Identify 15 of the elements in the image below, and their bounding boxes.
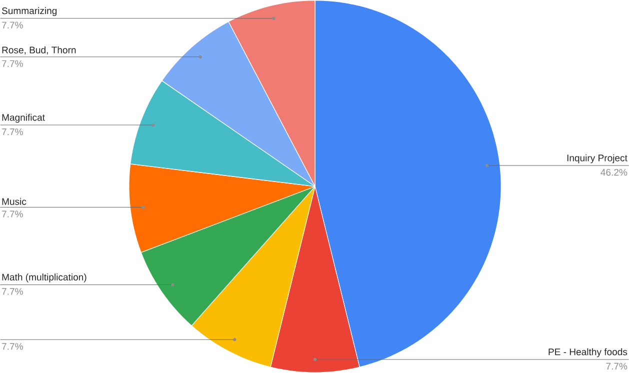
data-label: 7.7%: [606, 362, 628, 370]
data-label: 7.7%: [2, 22, 23, 29]
slice-label: Music: [2, 198, 26, 206]
data-label: 7.7%: [2, 288, 23, 295]
data-label: 7.7%: [2, 60, 23, 68]
slice-label: Math (multiplication): [2, 274, 86, 282]
slice-label: Magnificat: [2, 114, 45, 123]
data-label: 7.7%: [2, 343, 23, 350]
data-label: 7.7%: [2, 210, 23, 218]
slice-label: Inquiry Project: [567, 154, 628, 164]
slice-label: PE - Healthy foods: [548, 348, 628, 358]
data-label: 7.7%: [2, 128, 23, 136]
slice-label: Summarizing: [2, 7, 57, 16]
slice-label: Rose, Bud, Thorn: [2, 46, 76, 55]
data-label: 46.2%: [600, 169, 628, 176]
